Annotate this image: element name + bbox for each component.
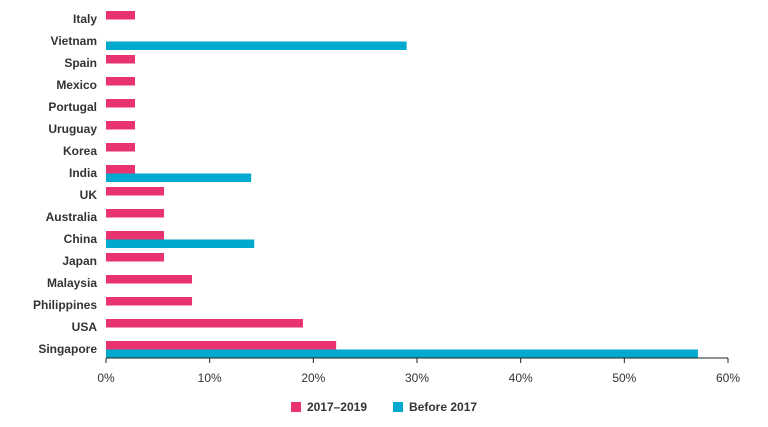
category-label: Japan	[62, 254, 97, 268]
bar-series-2	[106, 173, 252, 182]
bar-series-2	[106, 41, 407, 50]
category-label: Portugal	[48, 100, 97, 114]
category-labels: Italy Vietnam Spain Mexico Portugal Uruguay Ko…	[33, 12, 97, 356]
bar-series-1	[106, 99, 136, 108]
x-axis-ticks: 0% 10% 20% 30% 40% 50% 60%	[97, 358, 740, 385]
legend-label-series-2: Before 2017	[409, 400, 478, 414]
category-label: Vietnam	[51, 34, 97, 48]
legend-swatch-series-2	[393, 402, 404, 412]
bar-series-2	[106, 349, 698, 358]
x-tick-label: 10%	[198, 371, 222, 385]
legend-swatch-series-1	[290, 402, 301, 412]
x-tick-label: 60%	[716, 371, 740, 385]
category-label: China	[64, 232, 98, 246]
bar-series-1	[106, 209, 165, 218]
category-label: Australia	[46, 210, 98, 224]
category-label: Philippines	[33, 298, 97, 312]
legend-item-series-2: Before 2017	[393, 400, 477, 414]
bar-series-1	[106, 341, 337, 350]
bar-series-1	[106, 77, 136, 86]
bar-series-1	[106, 187, 165, 196]
category-label: Malaysia	[47, 276, 97, 290]
x-tick-label: 30%	[405, 371, 429, 385]
bar-series-1	[106, 11, 136, 20]
bar-series-2	[106, 239, 255, 248]
category-label: Spain	[64, 56, 97, 70]
x-tick-label: 40%	[509, 371, 533, 385]
category-label: India	[69, 166, 97, 180]
bar-series-1	[106, 121, 136, 130]
bar-series-1	[106, 165, 136, 174]
legend-item-series-1: 2017–2019	[290, 400, 368, 414]
category-label: Mexico	[56, 78, 97, 92]
category-label: Singapore	[38, 342, 97, 356]
category-label: USA	[72, 320, 98, 334]
legend: 2017–2019 Before 2017	[0, 400, 768, 414]
category-label: Italy	[73, 12, 97, 26]
category-label: Uruguay	[48, 122, 97, 136]
bar-series-1	[106, 319, 303, 328]
x-tick-label: 50%	[612, 371, 636, 385]
legend-label-series-1: 2017–2019	[306, 400, 368, 414]
x-tick-label: 20%	[301, 371, 325, 385]
bars-group	[106, 11, 698, 358]
category-label: UK	[80, 188, 98, 202]
x-tick-label: 0%	[97, 371, 115, 385]
bar-series-1	[106, 231, 165, 240]
bar-series-1	[106, 143, 136, 152]
bar-series-1	[106, 55, 136, 64]
category-label: Korea	[63, 144, 97, 158]
bar-series-1	[106, 297, 193, 306]
bar-series-1	[106, 275, 193, 284]
bar-series-1	[106, 253, 165, 262]
